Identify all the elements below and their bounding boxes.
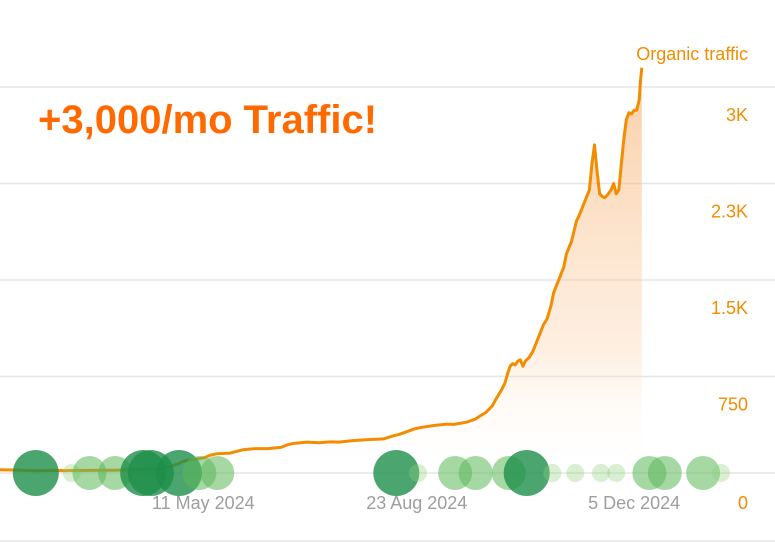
update-marker-20[interactable] bbox=[647, 456, 682, 490]
update-marker-15[interactable] bbox=[543, 464, 562, 482]
y-tick-label-3: 2.3K bbox=[711, 202, 748, 222]
update-markers bbox=[12, 450, 730, 496]
x-axis-ticks: 11 May 2024 23 Aug 2024 5 Dec 2024 bbox=[152, 493, 680, 513]
chart-title: +3,000/mo Traffic! bbox=[38, 98, 377, 142]
y-axis-ticks: 0 750 1.5K 2.3K 3K bbox=[711, 105, 748, 513]
update-marker-21[interactable] bbox=[686, 456, 721, 490]
x-tick-label-1: 23 Aug 2024 bbox=[366, 493, 467, 513]
update-marker-10[interactable] bbox=[409, 464, 427, 482]
update-marker-9[interactable] bbox=[373, 450, 420, 496]
y-tick-label-1: 750 bbox=[718, 395, 748, 415]
update-marker-22[interactable] bbox=[712, 464, 730, 482]
x-tick-label-2: 5 Dec 2024 bbox=[588, 493, 680, 513]
update-marker-18[interactable] bbox=[607, 464, 626, 482]
legend-organic-traffic: Organic traffic bbox=[636, 44, 748, 64]
y-tick-label-2: 1.5K bbox=[711, 298, 748, 318]
y-tick-label-0: 0 bbox=[738, 493, 748, 513]
y-tick-label-4: 3K bbox=[726, 105, 748, 125]
update-marker-14[interactable] bbox=[503, 450, 550, 496]
update-marker-16[interactable] bbox=[566, 464, 585, 482]
traffic-area bbox=[0, 67, 642, 473]
update-marker-8[interactable] bbox=[200, 456, 235, 490]
update-marker-0[interactable] bbox=[12, 450, 59, 496]
x-tick-label-0: 11 May 2024 bbox=[152, 493, 255, 513]
update-marker-12[interactable] bbox=[458, 456, 493, 490]
update-marker-2[interactable] bbox=[72, 456, 107, 490]
update-marker-17[interactable] bbox=[591, 464, 610, 482]
traffic-area-fill bbox=[0, 67, 642, 473]
